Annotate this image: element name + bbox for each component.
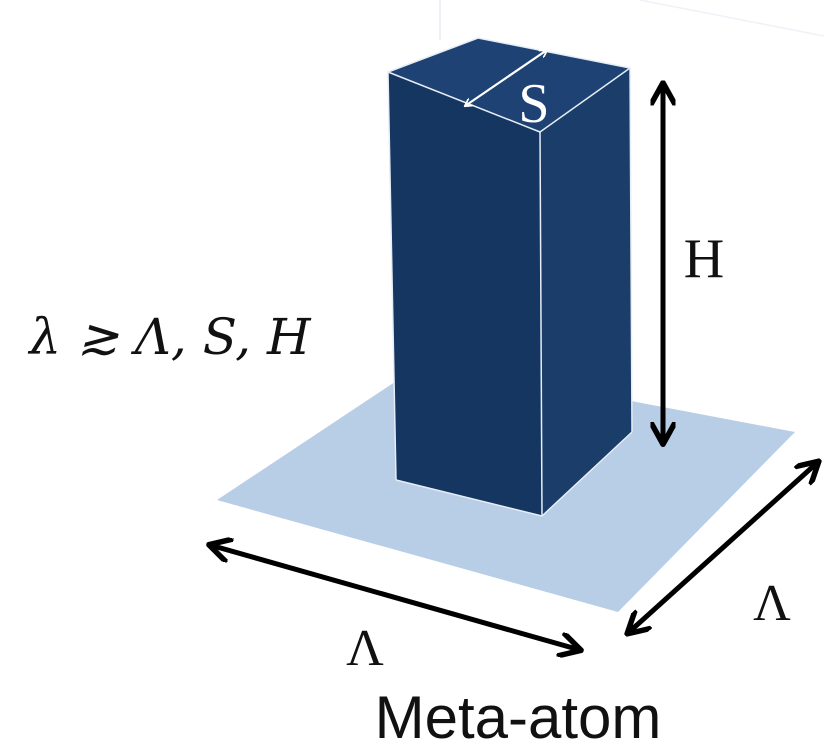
caption: Meta-atom <box>375 684 662 750</box>
lambda-side-label: Λ <box>753 575 791 632</box>
condition-formula: λ ≳ Λ, S, H <box>27 308 312 366</box>
h-label: H <box>684 228 724 290</box>
s-label: S <box>518 73 549 135</box>
lambda-side-arrow <box>628 462 818 633</box>
background-guides <box>439 0 824 40</box>
s-dimension-arrow <box>465 50 547 106</box>
lambda-front-label: Λ <box>346 620 384 677</box>
lambda-front-arrow <box>210 545 580 650</box>
pillar-side-face <box>540 68 632 516</box>
nanopillar <box>387 37 633 517</box>
pillar-front-face <box>388 72 542 516</box>
